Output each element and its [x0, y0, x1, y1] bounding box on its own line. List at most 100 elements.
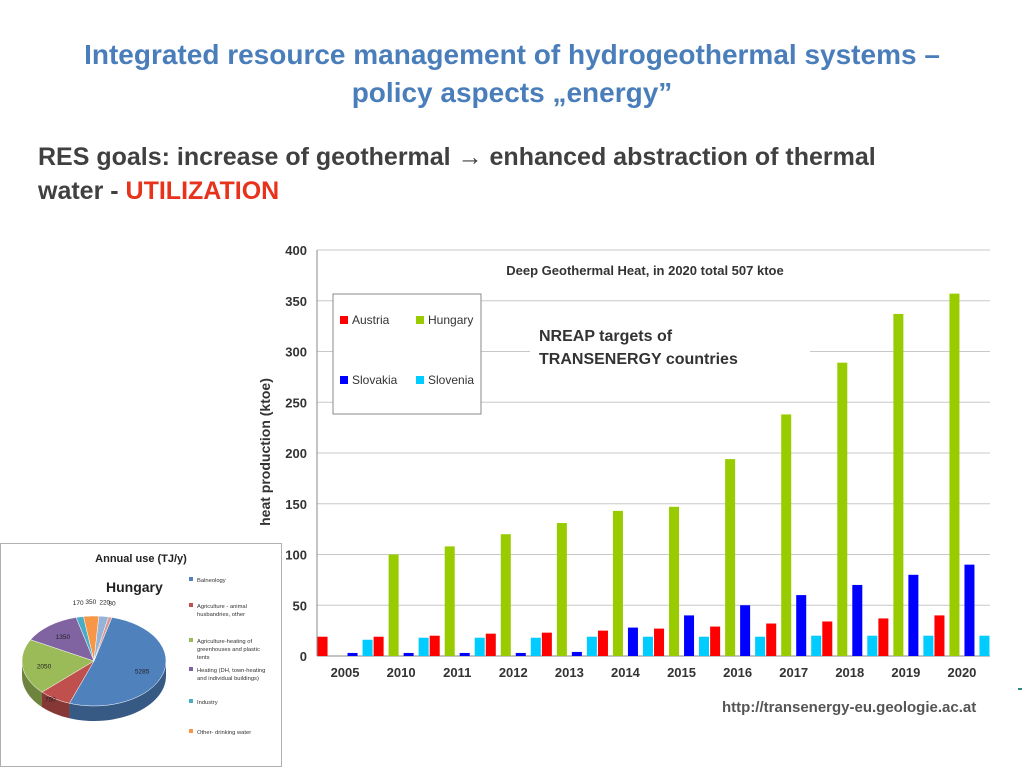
y-tick-label: 300 [285, 345, 307, 360]
pie-legend-swatch [189, 638, 193, 642]
pie-title: Annual use (TJ/y) [95, 553, 187, 565]
pie-legend-label: husbandries, other [197, 612, 245, 618]
pie-legend: Balneology Agriculture - animal husbandrie… [189, 577, 265, 736]
slide-subtitle: RES goals: increase of geothermal → enha… [38, 140, 938, 208]
pie-legend-swatch [189, 603, 193, 607]
legend-label-slovenia: Slovenia [428, 373, 474, 387]
x-tick-label: 2013 [555, 665, 584, 680]
bar-slovakia-2011 [459, 652, 470, 656]
x-tick-label: 2010 [387, 665, 416, 680]
bar-slovenia-2012 [530, 637, 541, 656]
y-tick-label: 150 [285, 497, 307, 512]
slide-title: Integrated resource management of hydrog… [84, 39, 940, 108]
bar-austria-2014 [597, 630, 608, 656]
bar-slovenia-2015 [699, 636, 710, 656]
corner-mark [1018, 688, 1022, 690]
pie-legend-label: Industry [197, 700, 218, 706]
bar-slovenia-2020 [979, 635, 990, 656]
bars [317, 293, 990, 656]
x-tick-label: 2011 [443, 665, 471, 680]
pie-legend-label: and individual buildings) [197, 676, 259, 682]
pie-legend-label: greenhouses and plastic [197, 647, 260, 653]
pie-legend-label: Heating (DH, town-heating [197, 668, 265, 674]
x-tick-label: 2005 [331, 665, 360, 680]
legend-label-slovakia: Slovakia [352, 373, 398, 387]
bar-slovenia-2005 [362, 639, 373, 656]
legend-swatch-slovenia [416, 376, 424, 384]
bar-slovenia-2010 [418, 637, 429, 656]
pie-slice-side [41, 692, 70, 719]
bar-slovakia-2015 [684, 615, 695, 656]
pie-data-label: 220 [99, 599, 110, 606]
pie-legend-label: Other- drinking water [197, 730, 251, 736]
pie-chart-panel: Annual use (TJ/y) Hungary 5285 750 2050 135… [0, 543, 282, 767]
legend-label-austria: Austria [352, 313, 390, 327]
bar-slovenia-2014 [642, 636, 653, 656]
annotation: NREAP targets of TRANSENERGY countries [530, 321, 810, 373]
y-axis-label: heat production (ktoe) [257, 378, 273, 526]
x-tick-label: 2014 [611, 665, 641, 680]
subtitle-highlight: UTILIZATION [125, 177, 280, 205]
bar-austria-2012 [485, 633, 496, 656]
pie-legend-label: tents [197, 655, 210, 661]
pie-slices [21, 615, 167, 707]
bar-austria-2015 [654, 628, 665, 656]
bar-slovakia-2010 [403, 652, 414, 656]
bar-slovakia-2012 [515, 652, 526, 656]
pie-data-label: 1350 [56, 634, 71, 641]
y-tick-label: 400 [285, 243, 307, 258]
y-tick-label: 200 [285, 446, 307, 461]
pie-country-label: Hungary [106, 579, 163, 595]
y-tick-label: 0 [300, 649, 307, 664]
bar-hungary-2010 [388, 554, 399, 656]
x-tick-label: 2018 [835, 665, 864, 680]
bar-hungary-2018 [837, 362, 848, 656]
bar-austria-2017 [766, 623, 777, 656]
bar-hungary-2016 [725, 459, 736, 656]
bar-austria-2016 [710, 626, 721, 656]
x-tick-label: 2017 [779, 665, 808, 680]
bar-slovakia-2013 [571, 651, 582, 656]
pie-legend-label: Balneology [197, 578, 226, 584]
pie-data-label: 170 [73, 600, 84, 607]
source-url[interactable]: http://transenergy-eu.geologie.ac.at [722, 699, 977, 716]
pie-slice-8 [93, 616, 113, 662]
bar-slovakia-2019 [908, 574, 919, 656]
bar-austria-2013 [541, 632, 552, 656]
bar-slovakia-2017 [796, 595, 807, 656]
bar-slovenia-2018 [867, 635, 878, 656]
bar-hungary-2017 [781, 414, 792, 656]
bar-austria-2020 [934, 615, 945, 656]
pie-data-label: 80 [108, 600, 116, 607]
bar-hungary-2011 [444, 546, 455, 656]
x-tick-label: 2016 [723, 665, 752, 680]
main-bar-chart: Deep Geothermal Heat, in 2020 total 507 … [257, 243, 990, 680]
bar-slovakia-2020 [964, 564, 975, 656]
legend-swatch-slovakia [340, 376, 348, 384]
bar-slovakia-2016 [740, 605, 751, 656]
bar-slovenia-2016 [755, 636, 766, 656]
pie-data-label: 750 [45, 696, 56, 703]
pie-legend-swatch [189, 577, 193, 581]
y-tick-label: 100 [285, 548, 307, 563]
bar-slovenia-2013 [586, 636, 597, 656]
y-tick-label: 350 [285, 294, 307, 309]
legend-box: Austria Hungary Slovakia Slovenia [332, 293, 482, 415]
subtitle-main: RES goals: increase of geothermal → enha… [38, 143, 876, 205]
bar-slovakia-2018 [852, 584, 863, 656]
bar-slovenia-2017 [811, 635, 822, 656]
pie-data-label: 350 [85, 599, 96, 606]
chart-title: Deep Geothermal Heat, in 2020 total 507 … [506, 263, 783, 278]
pie-legend-swatch [189, 667, 193, 671]
bar-hungary-2019 [893, 313, 904, 656]
pie-legend-swatch [189, 729, 193, 733]
x-tick-label: 2012 [499, 665, 528, 680]
bar-hungary-2014 [612, 510, 623, 656]
pie-data-label: 5285 [135, 668, 150, 675]
pie-legend-label: Agriculture-heating of [197, 639, 252, 645]
bar-austria-2011 [429, 635, 440, 656]
bar-austria-2018 [822, 621, 833, 656]
bar-slovakia-2014 [627, 627, 638, 656]
bar-hungary-2013 [556, 523, 567, 656]
pie-data-label: 2050 [37, 663, 52, 670]
